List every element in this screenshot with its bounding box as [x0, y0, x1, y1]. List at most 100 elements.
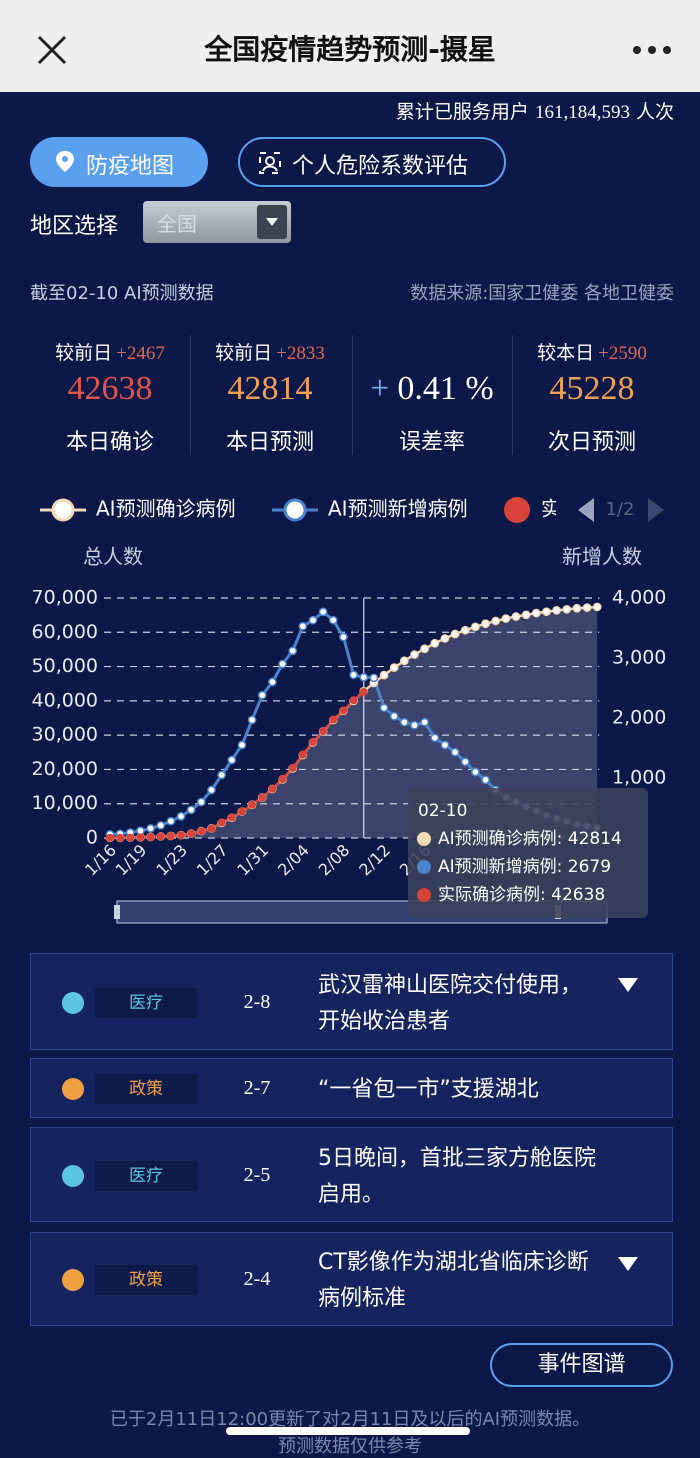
compare-delta: +2833 [276, 343, 325, 364]
point [511, 612, 521, 621]
risk-button[interactable]: 个人危险系数评估 [238, 137, 506, 187]
compare-label: 较前日 [55, 342, 113, 364]
event-tag: 政策 [95, 1265, 197, 1295]
stat-label: 本日确诊 [65, 430, 154, 455]
point [379, 670, 389, 680]
event-date: 2-7 [243, 1077, 271, 1099]
x-tick-label: 1/27 [193, 841, 232, 880]
legend-marker [283, 498, 307, 522]
point [176, 812, 186, 821]
event-text: CT影像作为湖北省临床诊断病例标准 [318, 1250, 589, 1311]
event-dot [62, 1269, 84, 1291]
point [298, 621, 308, 631]
point [420, 644, 429, 654]
point [410, 720, 419, 730]
event-card[interactable]: 医疗 2-8 武汉雷神山医院交付使用，开始收治患者 [30, 953, 673, 1050]
area [110, 606, 598, 838]
map-button[interactable]: 防疫地图 [30, 137, 208, 187]
compare-label: 较前日 [215, 342, 273, 364]
compare-delta: +2467 [116, 343, 165, 364]
point [156, 821, 166, 830]
point [278, 775, 287, 784]
y-tick-label: 40,000 [32, 689, 98, 711]
footer-note: 预测数据仅供参考 [278, 1436, 422, 1457]
users-count: 161,184,593 [534, 102, 630, 123]
event-tag: 医疗 [95, 1160, 197, 1191]
point [389, 663, 399, 672]
tooltip-row: AI预测确诊病例: 42814 [438, 829, 622, 849]
stat-compare: 较前日 +2467 [30, 338, 190, 365]
compare-delta: +2590 [598, 343, 647, 364]
point [237, 740, 247, 750]
point [450, 629, 460, 639]
point [106, 833, 114, 842]
point [552, 605, 561, 615]
event-dot [62, 1078, 84, 1100]
point [471, 767, 480, 777]
point [460, 757, 470, 767]
point [177, 831, 186, 840]
stat-value: 42638 [30, 370, 190, 408]
x-tick-label: 2/08 [315, 841, 354, 880]
point [440, 740, 450, 750]
legend-next[interactable] [648, 498, 664, 522]
separator [352, 335, 353, 455]
y2-axis-title: 新增人数 [562, 545, 642, 569]
stat-label: 本日预测 [225, 430, 314, 455]
expand-icon[interactable] [617, 1256, 639, 1272]
point [197, 797, 206, 807]
person-icon [259, 152, 281, 174]
point [460, 625, 470, 635]
legend-label: AI预测确诊病例 [96, 497, 236, 521]
point [379, 703, 389, 713]
event-dot [62, 991, 84, 1014]
event-card[interactable]: 政策 2-4 CT影像作为湖北省临床诊断病例标准 [30, 1232, 673, 1326]
header-bar: 全国疫情趋势预测-摄星 [0, 0, 700, 92]
event-card[interactable]: 政策 2-7 “一省包一市”支援湖北 [30, 1058, 673, 1118]
x-tick-label: 1/19 [112, 841, 151, 880]
point [227, 813, 236, 822]
point [146, 824, 155, 833]
point [481, 619, 490, 629]
stat-value: 45228 [512, 370, 672, 408]
tooltip-title: 02-10 [418, 801, 467, 821]
point [217, 770, 226, 780]
arrow-icon [266, 218, 278, 226]
point [197, 827, 206, 836]
point [450, 747, 460, 757]
tooltip-dot [417, 860, 431, 874]
point [126, 833, 135, 842]
point [156, 832, 165, 841]
point [217, 818, 226, 827]
more-icon[interactable] [632, 44, 672, 56]
x-tick-label: 1/23 [152, 841, 191, 880]
tooltip-box [408, 788, 648, 918]
button-label: 个人危险系数评估 [292, 154, 469, 179]
close-icon[interactable] [36, 34, 68, 66]
point [298, 750, 307, 759]
point [166, 832, 175, 841]
point [359, 687, 368, 696]
expand-icon[interactable] [617, 977, 639, 993]
legend-prev[interactable] [578, 498, 594, 522]
point [410, 650, 419, 659]
zoom-handle [114, 905, 120, 919]
point [136, 833, 145, 842]
chart: 0 10,000 20,000 30,000 40,000 50,000 60,000 70,… [32, 497, 666, 924]
point [237, 807, 246, 816]
point [116, 833, 125, 842]
region-select[interactable]: 全国 [143, 201, 291, 243]
event-card[interactable]: 医疗 2-5 5日晚间，首批三家方舱医院启用。 [30, 1127, 673, 1222]
point [187, 829, 196, 838]
stat-label: 次日预测 [547, 430, 636, 455]
point [349, 696, 358, 705]
y-tick-label: 30,000 [32, 724, 98, 746]
point [186, 805, 196, 815]
point [248, 800, 257, 809]
point [258, 793, 267, 802]
stat-number: 42814 [227, 370, 313, 407]
point [257, 690, 267, 700]
events-button[interactable]: 事件图谱 [490, 1343, 673, 1387]
point [531, 608, 541, 618]
